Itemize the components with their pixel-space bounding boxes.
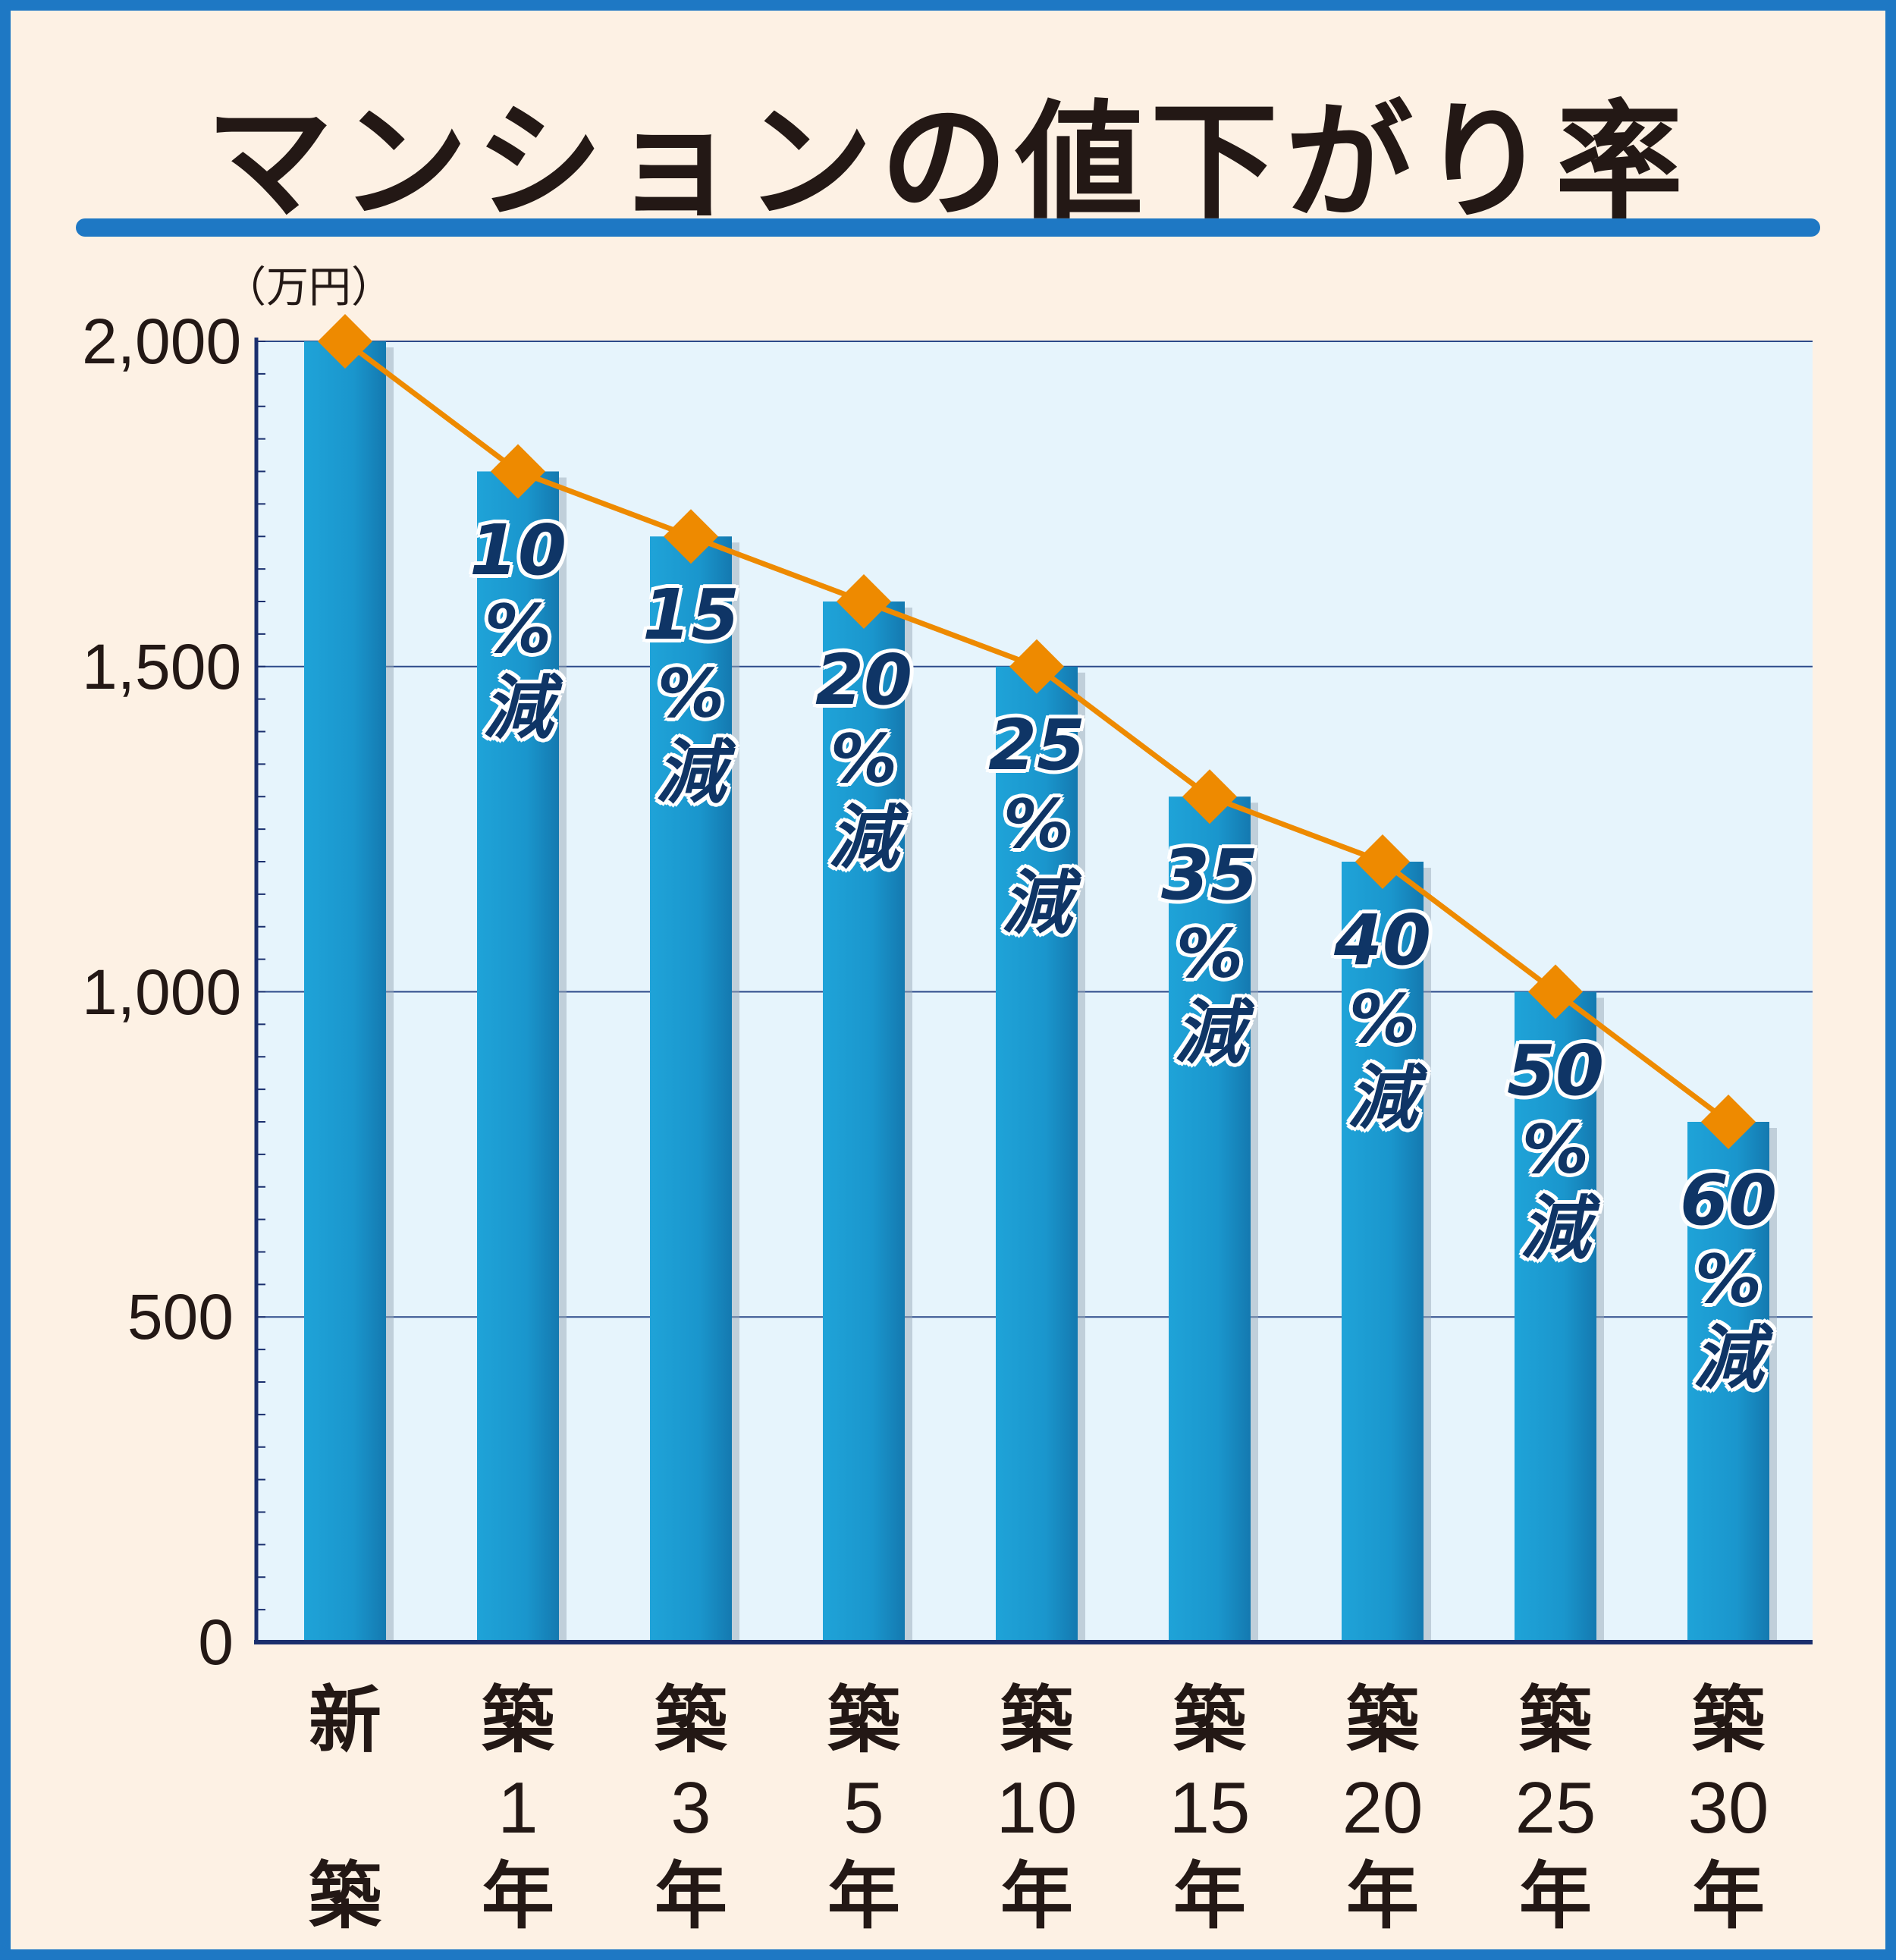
line-marker xyxy=(1009,639,1064,694)
bar-data-label-suffix: 減 xyxy=(655,732,726,814)
bar-data-label-suffix: % xyxy=(830,720,898,798)
title-underline xyxy=(76,218,1820,237)
line-marker xyxy=(1528,964,1583,1019)
bar-data-label-suffix: % xyxy=(1694,1240,1763,1318)
x-category-part: 築 xyxy=(654,1678,727,1763)
x-category-part xyxy=(284,1764,406,1852)
bar xyxy=(1342,862,1424,1642)
bar-data-label-value: 25 xyxy=(987,704,1086,786)
bar-data-label-suffix: % xyxy=(484,589,552,668)
bar-data-label: 35% 減 xyxy=(1149,836,1270,1073)
x-category-part: 30 xyxy=(1687,1767,1769,1848)
y-tick-label: 0 xyxy=(198,1607,234,1678)
bar-data-label-suffix: 減 xyxy=(1347,1057,1417,1139)
y-tick-label: 1,000 xyxy=(82,956,242,1028)
x-category-part: 1 xyxy=(498,1767,538,1848)
bar-data-label-suffix: 減 xyxy=(1174,992,1245,1074)
bar-data-label-suffix: % xyxy=(1521,1110,1590,1189)
x-category-part: 年 xyxy=(654,1854,727,1939)
x-category-part: 3 xyxy=(670,1767,711,1848)
bar-data-label-value: 60 xyxy=(1679,1160,1778,1241)
bar-data-label-suffix: 減 xyxy=(1693,1318,1763,1399)
line-marker xyxy=(318,314,372,369)
bar-data-label-value: 20 xyxy=(815,639,913,721)
bar xyxy=(650,536,732,1642)
bar-data-label-suffix: % xyxy=(1348,980,1417,1058)
x-category-part: 築 xyxy=(1346,1678,1419,1763)
bar-data-label-suffix: 減 xyxy=(1001,862,1072,944)
bar-data-label-value: 50 xyxy=(1506,1029,1605,1111)
bar-data-label-suffix: % xyxy=(1176,915,1244,994)
line-marker xyxy=(491,444,545,499)
x-category-part: 築 xyxy=(309,1854,381,1939)
x-category-part: 築 xyxy=(1173,1678,1246,1763)
x-category-part: 築 xyxy=(1000,1678,1073,1763)
bar-data-label-value: 40 xyxy=(1333,900,1432,981)
x-category-part: 築 xyxy=(1692,1678,1765,1763)
x-category-part: 10 xyxy=(996,1767,1078,1848)
x-category-label: 築 20 年 xyxy=(1322,1676,1443,1940)
x-category-part: 年 xyxy=(1692,1854,1765,1939)
bar-data-label: 25% 減 xyxy=(976,704,1097,944)
bar-data-label-value: 35 xyxy=(1160,834,1259,916)
x-category-part: 年 xyxy=(1519,1854,1592,1939)
bar-data-label-suffix: % xyxy=(1003,784,1071,863)
x-category-part: 築 xyxy=(482,1678,554,1763)
bar-data-label-value: 10 xyxy=(469,509,567,591)
bar-data-label-suffix: 減 xyxy=(1520,1187,1590,1269)
bar xyxy=(823,602,905,1642)
x-category-part: 年 xyxy=(1173,1854,1246,1939)
line-marker xyxy=(837,574,891,629)
x-category-part: 15 xyxy=(1169,1767,1251,1848)
line-marker xyxy=(1701,1095,1756,1149)
line-marker xyxy=(664,509,718,564)
bar-data-label: 60% 減 xyxy=(1668,1161,1789,1398)
line-marker xyxy=(1182,769,1237,825)
y-tick-label: 500 xyxy=(127,1281,234,1353)
line-marker xyxy=(1355,834,1410,889)
bar xyxy=(304,341,386,1642)
y-axis-unit-label: （万円） xyxy=(224,263,394,313)
x-category-label: 築 25 年 xyxy=(1495,1676,1616,1940)
x-category-part: 年 xyxy=(482,1854,554,1939)
x-category-label: 新 築 xyxy=(284,1676,406,1940)
x-category-part: 25 xyxy=(1515,1767,1596,1848)
bar xyxy=(1515,991,1596,1642)
bar-data-label-suffix: % xyxy=(657,655,725,733)
y-tick-label: 2,000 xyxy=(82,306,242,377)
bar-data-label-value: 15 xyxy=(642,574,740,656)
bar xyxy=(1687,1122,1769,1642)
bar-data-label: 10% 減 xyxy=(457,509,579,749)
x-category-part: 年 xyxy=(1000,1854,1073,1939)
x-category-part: 築 xyxy=(827,1678,900,1763)
x-category-label: 築 30 年 xyxy=(1668,1676,1789,1940)
x-category-label: 築 15 年 xyxy=(1149,1676,1270,1940)
bar-data-label: 20% 減 xyxy=(803,641,924,878)
bar-data-label: 40% 減 xyxy=(1322,901,1443,1138)
x-category-part: 新 xyxy=(309,1678,381,1763)
x-category-part: 年 xyxy=(1346,1854,1419,1939)
x-category-part: 築 xyxy=(1519,1678,1592,1763)
bar xyxy=(1169,796,1251,1642)
bar-data-label: 50% 減 xyxy=(1495,1029,1616,1269)
bar-data-label-suffix: 減 xyxy=(828,797,899,878)
chart-title: マンションの値下がり率 xyxy=(206,88,1690,237)
bar-data-label: 15% 減 xyxy=(630,576,752,812)
x-category-part: 5 xyxy=(843,1767,884,1848)
x-category-label: 築 10 年 xyxy=(976,1676,1097,1940)
x-category-part: 20 xyxy=(1342,1767,1424,1848)
y-tick-label: 1,500 xyxy=(82,630,242,702)
bar-data-label-suffix: 減 xyxy=(482,667,553,749)
bar xyxy=(996,666,1078,1642)
bar xyxy=(477,471,559,1642)
x-category-part: 年 xyxy=(827,1854,900,1939)
